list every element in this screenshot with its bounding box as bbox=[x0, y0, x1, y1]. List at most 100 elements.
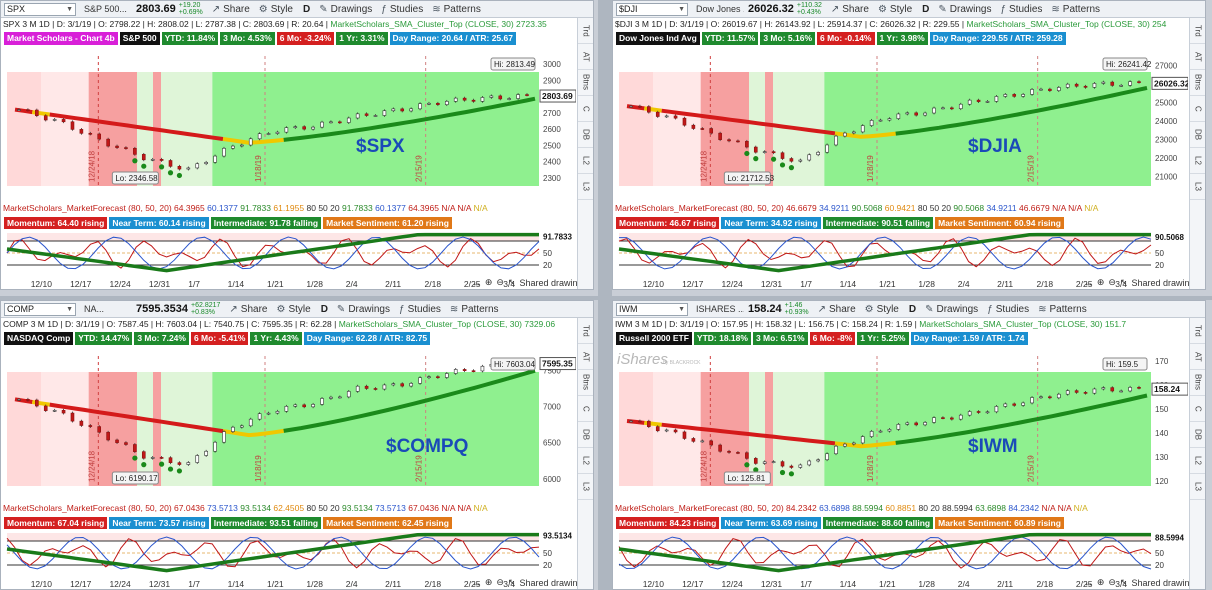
pan-icon[interactable]: ↔ bbox=[471, 277, 481, 288]
rail-item[interactable]: L2 bbox=[1190, 448, 1205, 474]
candle-down bbox=[133, 444, 137, 452]
zoom-out-icon[interactable]: ⊖ bbox=[496, 277, 504, 287]
rail-item[interactable]: Trd bbox=[1190, 318, 1205, 344]
rail-item[interactable]: AT bbox=[1190, 344, 1205, 370]
zoom-in-icon[interactable]: ⊕ bbox=[1096, 577, 1105, 587]
studies-button[interactable]: ƒ Studies bbox=[987, 304, 1029, 315]
rail-item[interactable]: L2 bbox=[578, 448, 593, 474]
candle-up bbox=[1119, 85, 1123, 87]
rail-item[interactable]: L2 bbox=[578, 148, 593, 174]
symbol-input[interactable]: IWM ▼ bbox=[616, 302, 688, 316]
rail-item[interactable]: Btns bbox=[578, 370, 593, 396]
pan-icon[interactable]: ↔ bbox=[471, 577, 481, 588]
style-button[interactable]: ⚙ Style bbox=[276, 304, 310, 315]
oscillator-value-tag: 90.5068 bbox=[1155, 233, 1184, 242]
y-axis-tick: 7500 bbox=[543, 366, 561, 375]
rail-item[interactable]: L3 bbox=[1190, 474, 1205, 500]
symbol-value: COMP bbox=[7, 303, 34, 314]
rail-item[interactable]: L3 bbox=[578, 474, 593, 500]
share-button[interactable]: ↗ Share bbox=[818, 304, 856, 315]
symbol-input[interactable]: COMP ▼ bbox=[4, 302, 76, 316]
shared-drawings-link[interactable]: Shared drawings bbox=[519, 577, 587, 588]
cursor-icon[interactable]: ↖ bbox=[507, 277, 516, 287]
zoom-out-icon[interactable]: ⊖ bbox=[1108, 277, 1116, 287]
rail-item[interactable]: DB bbox=[1190, 422, 1205, 448]
chevron-down-icon[interactable]: ▼ bbox=[66, 5, 73, 13]
rail-item[interactable]: L3 bbox=[1190, 174, 1205, 200]
symbol-input[interactable]: $DJI ▼ bbox=[616, 2, 688, 16]
drawings-button[interactable]: ✎ Drawings bbox=[938, 4, 991, 15]
zoom-in-icon[interactable]: ⊕ bbox=[1096, 277, 1105, 287]
rail-item[interactable]: C bbox=[578, 396, 593, 422]
period-button[interactable]: D bbox=[320, 303, 328, 315]
period-button[interactable]: D bbox=[908, 303, 917, 315]
rail-item[interactable]: Btns bbox=[578, 70, 593, 96]
day-range-badge: Day Range: 62.28 / ATR: 82.75 bbox=[303, 332, 431, 345]
chevron-down-icon[interactable]: ▼ bbox=[66, 305, 73, 313]
na-value: N/A bbox=[1068, 203, 1082, 213]
vertical-splitter[interactable] bbox=[598, 0, 612, 590]
drawings-button[interactable]: ✎ Drawings bbox=[337, 304, 390, 315]
rail-item[interactable]: DB bbox=[578, 422, 593, 448]
studies-button[interactable]: ƒ Studies bbox=[381, 4, 423, 15]
share-button[interactable]: ↗ Share bbox=[831, 4, 869, 15]
pan-icon[interactable]: ↔ bbox=[1083, 577, 1093, 588]
zoom-in-icon[interactable]: ⊕ bbox=[484, 577, 493, 587]
rail-item[interactable]: L2 bbox=[1190, 148, 1205, 174]
date-marker-label: 1/18/19 bbox=[866, 155, 875, 182]
drawings-button[interactable]: ✎ Drawings bbox=[925, 304, 978, 315]
style-button[interactable]: ⚙ Style bbox=[878, 4, 912, 15]
rail-item[interactable]: DB bbox=[1190, 122, 1205, 148]
rail-item[interactable]: AT bbox=[578, 44, 593, 70]
zoom-out-icon[interactable]: ⊖ bbox=[496, 577, 504, 587]
share-button[interactable]: ↗ Share bbox=[212, 4, 250, 15]
shared-drawings-link[interactable]: Shared drawings bbox=[1131, 277, 1199, 288]
rail-item[interactable]: C bbox=[578, 96, 593, 122]
horizontal-splitter[interactable] bbox=[0, 296, 1212, 300]
candle-down bbox=[682, 431, 687, 439]
rail-item[interactable]: C bbox=[1190, 396, 1205, 422]
rail-item[interactable]: DB bbox=[578, 122, 593, 148]
chevron-down-icon[interactable]: ▼ bbox=[678, 5, 685, 13]
cursor-icon[interactable]: ↖ bbox=[507, 577, 516, 587]
patterns-label: Patterns bbox=[1049, 303, 1087, 315]
share-button[interactable]: ↗ Share bbox=[229, 304, 267, 315]
period-button[interactable]: D bbox=[922, 3, 930, 15]
cursor-icon[interactable]: ↖ bbox=[1119, 277, 1128, 287]
chevron-down-icon[interactable]: ▼ bbox=[678, 305, 685, 313]
symbol-input[interactable]: SPX ▼ bbox=[4, 2, 76, 16]
patterns-button[interactable]: ≋ Patterns bbox=[1051, 4, 1100, 15]
rail-item[interactable]: Btns bbox=[1190, 370, 1205, 396]
shared-drawings-link[interactable]: Shared drawings bbox=[1131, 577, 1199, 588]
studies-button[interactable]: ƒ Studies bbox=[1000, 4, 1042, 15]
rail-item[interactable]: Trd bbox=[578, 18, 593, 44]
candle-up bbox=[1056, 87, 1061, 91]
pan-icon[interactable]: ↔ bbox=[1083, 277, 1093, 288]
rail-item[interactable]: C bbox=[1190, 96, 1205, 122]
rail-item[interactable]: Btns bbox=[1190, 70, 1205, 96]
zoom-out-icon[interactable]: ⊖ bbox=[1108, 577, 1116, 587]
rail-item[interactable]: L3 bbox=[578, 174, 593, 200]
patterns-button[interactable]: ≋ Patterns bbox=[432, 4, 481, 15]
rail-item[interactable]: AT bbox=[578, 344, 593, 370]
patterns-button[interactable]: ≋ Patterns bbox=[1038, 304, 1087, 315]
patterns-label: Patterns bbox=[443, 3, 481, 15]
studies-button[interactable]: ƒ Studies bbox=[399, 304, 441, 315]
rail-item[interactable]: AT bbox=[1190, 44, 1205, 70]
zoom-in-icon[interactable]: ⊕ bbox=[484, 277, 493, 287]
shared-drawings-link[interactable]: Shared drawings bbox=[519, 277, 587, 288]
x-axis-tick: 12/31 bbox=[149, 279, 171, 289]
candle-up bbox=[382, 384, 387, 390]
patterns-button[interactable]: ≋ Patterns bbox=[450, 304, 499, 315]
style-button[interactable]: ⚙ Style bbox=[259, 4, 293, 15]
rail-item[interactable]: Trd bbox=[1190, 18, 1205, 44]
style-button[interactable]: ⚙ Style bbox=[865, 304, 899, 315]
buy-signal-dot bbox=[176, 172, 183, 179]
candle-up bbox=[664, 429, 669, 432]
rail-item[interactable]: Trd bbox=[578, 318, 593, 344]
candle-up bbox=[427, 102, 431, 105]
cursor-icon[interactable]: ↖ bbox=[1119, 577, 1128, 587]
candle-up bbox=[816, 459, 820, 462]
drawings-button[interactable]: ✎ Drawings bbox=[319, 4, 372, 15]
period-button[interactable]: D bbox=[302, 3, 311, 15]
